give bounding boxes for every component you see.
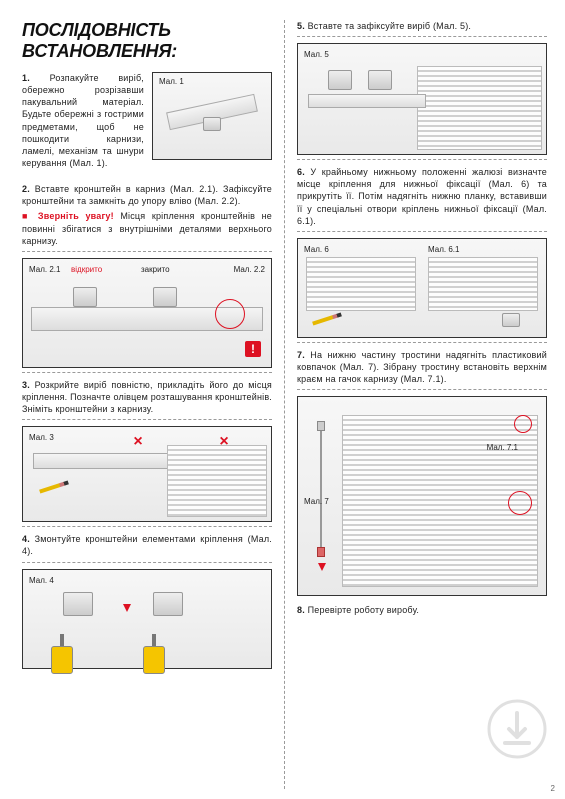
fig3-x1: × xyxy=(131,435,145,449)
divider-5 xyxy=(22,562,272,563)
fig1-bracket xyxy=(203,117,221,131)
figure-7: Мал. 7 Мал. 7.1 xyxy=(297,396,547,596)
fig5-rail xyxy=(308,94,426,108)
step-8-body: Перевірте роботу виробу. xyxy=(308,605,419,615)
step-1-text: 1. Розпакуйте виріб, обережно розрізавши… xyxy=(22,72,144,169)
step-8-num: 8. xyxy=(297,605,305,615)
figure-6: Мал. 6 Мал. 6.1 xyxy=(297,238,547,338)
step-5-num: 5. xyxy=(297,21,305,31)
figure-3: Мал. 3 × × xyxy=(22,426,272,522)
fig2-circle xyxy=(215,299,245,329)
figure-2: Мал. 2.1 відкрито закрито Мал. 2.2 ! xyxy=(22,258,272,368)
figure-1-label: Мал. 1 xyxy=(159,77,184,86)
step-5-body: Вставте та зафіксуйте виріб (Мал. 5). xyxy=(308,21,472,31)
fig2-open-label: відкрито xyxy=(71,265,102,274)
step-7-body: На нижню частину тростини надягніть плас… xyxy=(297,350,547,384)
divider-2 xyxy=(22,372,272,373)
page-root: ПОСЛІДОВНІСТЬ ВСТАНОВЛЕННЯ: 1. Розпакуйт… xyxy=(0,0,565,799)
fig7-arrow xyxy=(318,563,326,571)
drill-body-icon xyxy=(143,646,165,674)
fig3-blinds xyxy=(167,445,267,517)
page-title: ПОСЛІДОВНІСТЬ ВСТАНОВЛЕННЯ: xyxy=(22,20,272,62)
fig5-bracket-b xyxy=(368,70,392,90)
divider-r4 xyxy=(297,342,547,343)
warn-label: Зверніть увагу! xyxy=(38,211,114,221)
step-6-text: 6. У крайньому нижньому положенні жалюзі… xyxy=(297,166,547,227)
fig5-bracket-a xyxy=(328,70,352,90)
right-column: 5. Вставте та зафіксуйте виріб (Мал. 5).… xyxy=(285,20,547,789)
fig7-wand-top xyxy=(317,421,325,431)
fig3-x2: × xyxy=(217,435,231,449)
step-4-text: 4. Змонтуйте кронштейни елементами кріпл… xyxy=(22,533,272,557)
fig7-label-left: Мал. 7 xyxy=(304,497,329,506)
page-number: 2 xyxy=(551,784,555,793)
figure-3-label: Мал. 3 xyxy=(29,433,54,442)
fig2-label-left: Мал. 2.1 xyxy=(29,265,60,274)
fig2-bracket-b xyxy=(153,287,177,307)
fig2-bracket-a xyxy=(73,287,97,307)
figure-5: Мал. 5 xyxy=(297,43,547,155)
step-1-num: 1. xyxy=(22,73,30,83)
step-2-text: 2. Вставте кронштейн в карниз (Мал. 2.1)… xyxy=(22,183,272,207)
fig6-label-right: Мал. 6.1 xyxy=(428,245,459,254)
divider-3 xyxy=(22,419,272,420)
step-3-num: 3. xyxy=(22,380,30,390)
fig7-wand xyxy=(320,427,322,547)
figure-1: Мал. 1 xyxy=(152,72,272,160)
fig4-bracket-a xyxy=(63,592,93,616)
fig7-label-right: Мал. 7.1 xyxy=(487,443,518,452)
divider-4 xyxy=(22,526,272,527)
step-6-num: 6. xyxy=(297,167,305,177)
step-3-body: Розкрийте виріб повністю, прикладіть йог… xyxy=(22,380,272,414)
fig6-label-left: Мал. 6 xyxy=(304,245,329,254)
fig4-arrow xyxy=(123,604,131,612)
fig4-drill-a xyxy=(51,634,85,674)
left-column: ПОСЛІДОВНІСТЬ ВСТАНОВЛЕННЯ: 1. Розпакуйт… xyxy=(22,20,284,789)
step-1-row: 1. Розпакуйте виріб, обережно розрізавши… xyxy=(22,72,272,169)
fig4-bracket-b xyxy=(153,592,183,616)
fig6-blinds-b xyxy=(428,257,538,311)
fig5-blinds xyxy=(417,66,542,150)
step-4-num: 4. xyxy=(22,534,30,544)
divider-r2 xyxy=(297,159,547,160)
divider-1 xyxy=(22,251,272,252)
fig4-drill-b xyxy=(143,634,177,674)
divider-r5 xyxy=(297,389,547,390)
drill-body-icon xyxy=(51,646,73,674)
fig2-closed-label: закрито xyxy=(141,265,170,274)
fig7-wand-cap xyxy=(317,547,325,557)
fig6-clip xyxy=(502,313,520,327)
step-4-body: Змонтуйте кронштейни елементами кріпленн… xyxy=(22,534,272,556)
divider-r3 xyxy=(297,231,547,232)
step-7-num: 7. xyxy=(297,350,305,360)
figure-4: Мал. 4 xyxy=(22,569,272,669)
step-3-text: 3. Розкрийте виріб повністю, прикладіть … xyxy=(22,379,272,415)
fig2-warn-icon: ! xyxy=(245,341,261,357)
divider-r1 xyxy=(297,36,547,37)
step-2-body: Вставте кронштейн в карниз (Мал. 2.1). З… xyxy=(22,184,272,206)
fig2-label-right: Мал. 2.2 xyxy=(234,265,265,274)
figure-4-label: Мал. 4 xyxy=(29,576,54,585)
fig6-pencil xyxy=(312,312,342,325)
step-6-body: У крайньому нижньому положенні жалюзі ви… xyxy=(297,167,547,226)
step-8-text: 8. Перевірте роботу виробу. xyxy=(297,604,547,616)
fig3-pencil xyxy=(39,481,69,494)
step-2-num: 2. xyxy=(22,184,30,194)
warning-text: ■ Зверніть увагу! Місця кріплення кроншт… xyxy=(22,210,272,246)
figure-5-label: Мал. 5 xyxy=(304,50,329,59)
fig6-blinds-a xyxy=(306,257,416,311)
step-5-text: 5. Вставте та зафіксуйте виріб (Мал. 5). xyxy=(297,20,547,32)
step-1-body: Розпакуйте виріб, обережно розрізавши па… xyxy=(22,73,144,168)
step-7-text: 7. На нижню частину тростини надягніть п… xyxy=(297,349,547,385)
